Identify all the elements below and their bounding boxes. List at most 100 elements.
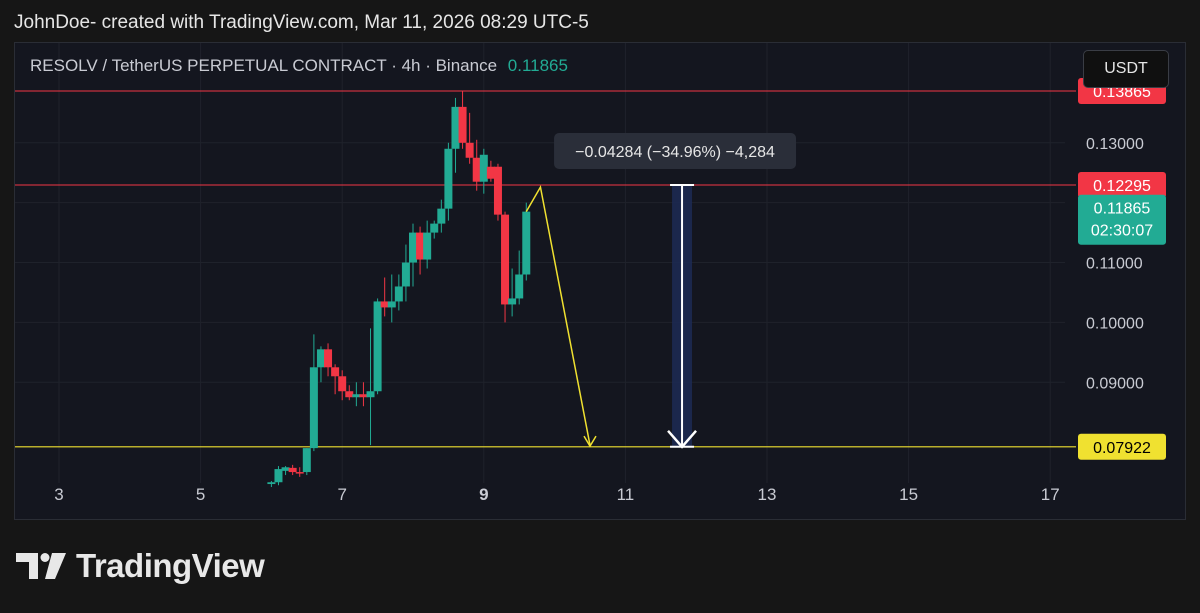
candle-body — [401, 262, 410, 287]
y-tick-label: 0.13000 — [1086, 136, 1144, 153]
resistance-price-tag: 0.13865 — [1093, 84, 1151, 101]
tradingview-logo-text: TradingView — [76, 547, 265, 584]
symbol-header: RESOLV / TetherUS PERPETUAL CONTRACT · 4… — [30, 56, 568, 76]
candle-body — [515, 274, 524, 299]
projection-arrowhead — [583, 435, 597, 448]
candle — [515, 250, 524, 305]
candle-body — [295, 472, 304, 474]
candle — [352, 382, 361, 407]
candle-body — [508, 298, 517, 305]
candle — [316, 346, 325, 383]
candle-body — [316, 349, 325, 368]
candle-body — [394, 286, 403, 302]
candle-body — [472, 157, 481, 182]
candle-body — [451, 106, 460, 149]
candle — [281, 466, 290, 476]
x-tick-label: 11 — [617, 485, 635, 504]
candle-body — [380, 301, 389, 308]
candle — [302, 448, 311, 476]
candle-body — [437, 208, 446, 224]
symbol-title: RESOLV / TetherUS PERPETUAL CONTRACT · 4… — [30, 56, 498, 75]
candle-body — [359, 394, 368, 398]
candle-body — [366, 391, 375, 398]
y-tick-label: 0.11000 — [1086, 256, 1143, 273]
candle-body — [501, 214, 510, 305]
candle-body — [522, 211, 531, 275]
candle — [479, 148, 488, 194]
candle-body — [423, 232, 432, 260]
candle — [309, 334, 318, 452]
y-tick-label: 0.09000 — [1086, 375, 1144, 392]
x-tick-label: 5 — [196, 485, 205, 504]
support-price-tag-bg — [1078, 433, 1166, 460]
candle-body — [324, 349, 333, 368]
measure-label: −0.04284 (−34.96%) −4,284 — [575, 144, 775, 161]
price-chart[interactable]: 3579111315170.130000.120000.110000.10000… — [15, 43, 1187, 521]
projection-path — [525, 184, 591, 446]
candle — [366, 328, 375, 446]
candle — [359, 382, 368, 407]
candle — [338, 370, 347, 401]
currency-button[interactable]: USDT — [1083, 50, 1169, 88]
candle-body — [331, 367, 340, 377]
countdown-timer: 02:30:07 — [1091, 223, 1153, 240]
candle-body — [409, 232, 417, 263]
candle-body — [338, 376, 347, 392]
candle-body — [416, 232, 425, 260]
measure-label-box — [554, 132, 797, 169]
candle — [437, 199, 446, 233]
candle — [394, 274, 403, 311]
candle-body — [345, 391, 354, 398]
tradingview-logo-icon — [16, 553, 66, 579]
candle-body — [288, 467, 297, 473]
candle — [508, 268, 517, 317]
candle — [501, 211, 510, 323]
candle — [423, 220, 432, 269]
support-price-tag: 0.07922 — [1093, 440, 1151, 457]
current-price-tag: 0.11865 — [1094, 201, 1151, 218]
candle — [380, 277, 389, 317]
candle — [345, 385, 354, 401]
candle-body — [444, 148, 453, 209]
candle-body — [302, 448, 311, 473]
x-tick-label: 9 — [479, 485, 488, 504]
candle-body — [465, 142, 474, 158]
candle-body — [430, 223, 439, 233]
y-tick-label: 0.10000 — [1086, 315, 1144, 332]
candle-body — [309, 367, 318, 449]
candle — [401, 244, 410, 302]
x-tick-label: 17 — [1041, 485, 1060, 504]
candle-body — [352, 394, 361, 398]
chart-panel[interactable]: 3579111315170.130000.120000.110000.10000… — [14, 42, 1186, 520]
header-last-price: 0.11865 — [507, 56, 568, 75]
candle — [493, 163, 502, 221]
candle — [324, 343, 333, 377]
candle — [409, 223, 417, 287]
candle — [373, 298, 382, 395]
candle — [522, 202, 531, 281]
candle-body — [387, 301, 396, 308]
candle — [451, 97, 460, 173]
candle-body — [281, 467, 290, 471]
candle — [331, 364, 340, 395]
chart-credit: JohnDoe- created with TradingView.com, M… — [14, 12, 589, 33]
x-tick-label: 15 — [899, 485, 918, 504]
candle-body — [373, 301, 382, 392]
x-tick-label: 13 — [758, 485, 777, 504]
candle-body — [486, 166, 495, 179]
x-tick-label: 7 — [337, 485, 346, 504]
candle — [486, 160, 495, 182]
candle — [288, 464, 297, 476]
candle — [458, 91, 467, 149]
x-tick-label: 3 — [54, 485, 63, 504]
candle-body — [479, 154, 488, 182]
resistance-price-tag-bg — [1078, 171, 1166, 198]
tradingview-logo[interactable]: TradingView — [16, 547, 265, 585]
candle — [416, 226, 425, 275]
resistance-price-tag: 0.12295 — [1093, 178, 1151, 195]
candle — [274, 466, 283, 486]
candle — [295, 467, 304, 477]
current-price-tag-bg — [1078, 194, 1166, 245]
candle-body — [267, 482, 276, 485]
candle — [444, 142, 453, 221]
